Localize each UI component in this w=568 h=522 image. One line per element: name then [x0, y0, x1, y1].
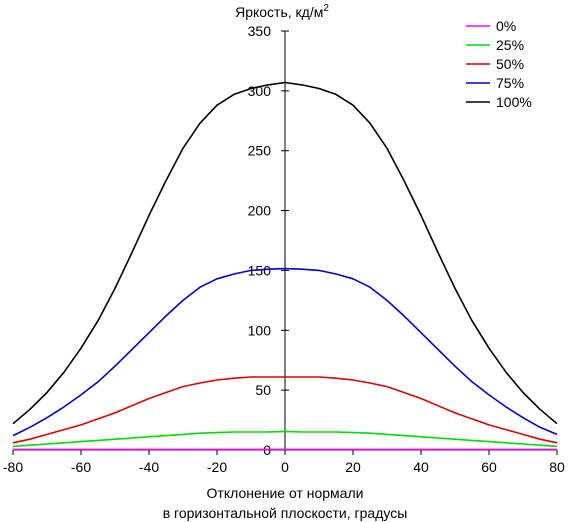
y-axis-title: Яркость, кд/м2	[235, 3, 329, 20]
x-tick-label: 20	[345, 459, 361, 475]
y-tick-label: 50	[255, 382, 271, 398]
x-tick-label: 40	[413, 459, 429, 475]
x-tick-label: 60	[481, 459, 497, 475]
x-tick-label: -20	[207, 459, 227, 475]
x-tick-label: -60	[71, 459, 91, 475]
series-line-25pct	[12, 430, 558, 448]
series-line-75pct	[12, 267, 558, 437]
axes: -80 -60 -40 -20 0 20 40 60 803503002502001501005…	[3, 23, 565, 475]
y-tick-label: 300	[248, 83, 272, 99]
series-line-50pct	[12, 376, 558, 444]
y-tick-label: 200	[248, 203, 272, 219]
x-axis-title-line-2: в горизонтальной плоскости, градусы	[163, 505, 408, 521]
x-tick-label: 0	[281, 459, 289, 475]
x-tick-label: -80	[3, 459, 23, 475]
legend-label: 50%	[496, 56, 524, 72]
legend-label: 25%	[496, 37, 524, 53]
y-tick-label: 350	[248, 23, 272, 39]
x-tick-label: 80	[549, 459, 565, 475]
legend-label: 75%	[496, 75, 524, 91]
y-tick-label: 250	[248, 143, 272, 159]
legend: 0% 25% 50% 75% 100%	[466, 18, 532, 110]
x-tick-label: -40	[139, 459, 159, 475]
y-tick-label: 100	[248, 322, 272, 338]
x-axis-title-line-1: Отклонение от нормали	[207, 485, 364, 501]
series-line-100pct	[12, 81, 558, 425]
plot-area	[12, 81, 558, 451]
legend-label: 0%	[496, 18, 516, 34]
legend-label: 100%	[496, 94, 532, 110]
